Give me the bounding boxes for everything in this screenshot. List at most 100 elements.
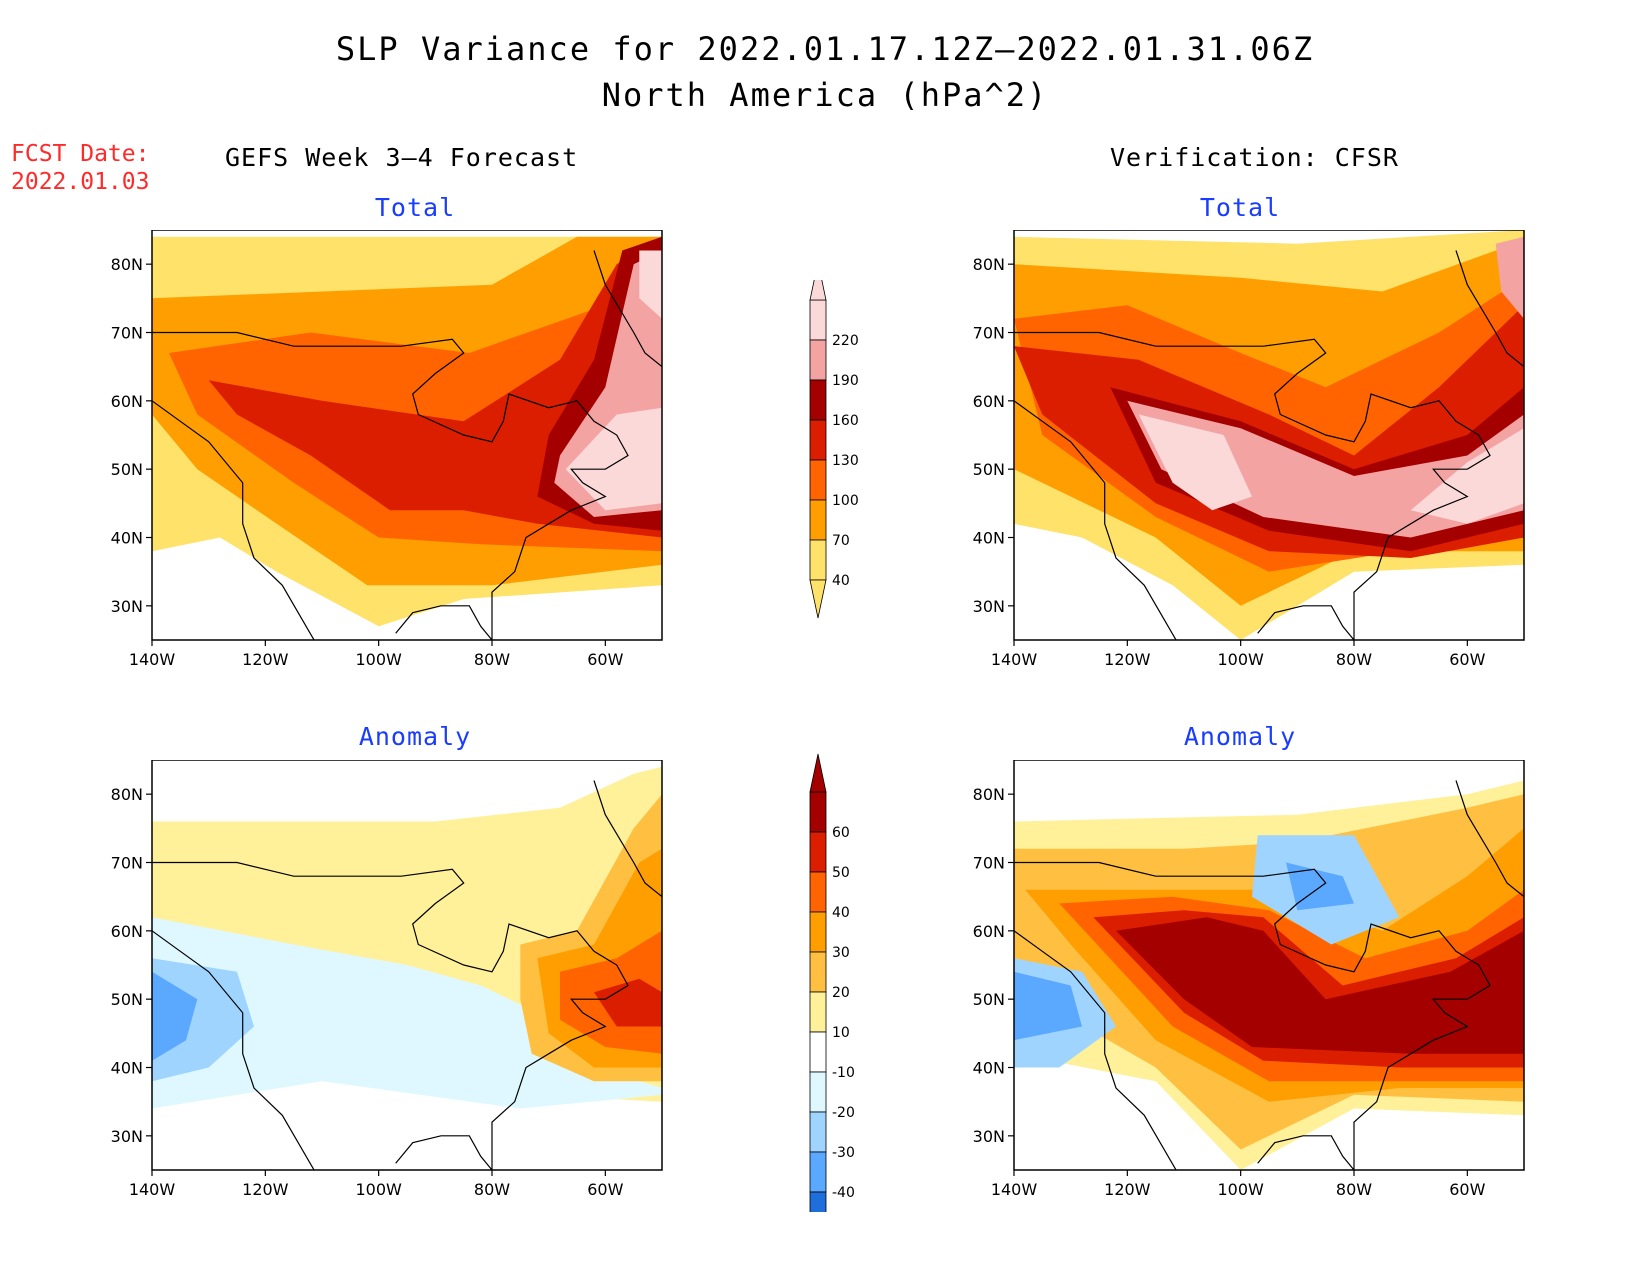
lon-tick-label: 100W (1217, 650, 1264, 669)
lat-tick-label: 70N (973, 324, 1005, 343)
colorbar-swatch (809, 791, 827, 833)
colorbar-anomaly: 60 50 40 30 20 10 -10 -20 -30 -40 (809, 753, 855, 1212)
coastline (593, 780, 662, 898)
contour-band (594, 978, 662, 1027)
lat-tick-label: 40N (973, 1059, 1005, 1078)
colorbar-label: 40 (832, 905, 850, 921)
colorbar-swatch (809, 951, 827, 993)
contour-band (1138, 414, 1252, 511)
lat-tick-label: 30N (973, 1127, 1005, 1146)
colorbar-label: -20 (832, 1105, 855, 1121)
coastline (152, 861, 629, 1170)
colorbar-bottom-arrow (809, 579, 827, 619)
lat-tick-label: 50N (973, 990, 1005, 1009)
lat-tick-label: 50N (111, 460, 143, 479)
panel-subtitle-verification-total: Total (1199, 193, 1281, 222)
coastline (152, 400, 315, 640)
panel-subtitle-forecast-anomaly: Anomaly (358, 722, 472, 751)
map-panel-verification-total: 80N 70N 60N 50N 40N 30N 140W 120W 100W 80W 60W (973, 230, 1525, 669)
plot-frame (1013, 230, 1525, 641)
lon-tick-label: 80W (1336, 1180, 1372, 1199)
colorbar-label: 190 (832, 373, 859, 389)
lat-tick-label: 70N (973, 854, 1005, 873)
lon-tick-label: 140W (991, 650, 1038, 669)
colorbar-swatch (809, 459, 827, 501)
colorbar-swatch (809, 871, 827, 913)
colorbar-label: 10 (832, 1025, 850, 1041)
colorbar-total: 220 190 160 130 100 70 40 (809, 280, 859, 619)
lon-tick-label: 100W (355, 650, 402, 669)
lon-tick-label: 60W (587, 1180, 623, 1199)
lat-tick-label: 40N (973, 529, 1005, 548)
right-column-heading: Verification: CFSR (1110, 143, 1399, 172)
lat-tick-label: 60N (973, 922, 1005, 941)
colorbar-swatch (809, 299, 827, 341)
plot-frame (1013, 760, 1525, 1171)
lat-tick-label: 50N (973, 460, 1005, 479)
colorbar-swatch (809, 991, 827, 1033)
colorbar-swatch (809, 1151, 827, 1193)
chart-title: SLP Variance for 2022.01.17.12Z–2022.01.… (335, 30, 1315, 68)
colorbar-swatch (809, 1111, 827, 1153)
lat-tick-label: 60N (111, 922, 143, 941)
colorbar-swatch (809, 1191, 827, 1212)
colorbar-label: 220 (832, 333, 859, 349)
lat-tick-label: 40N (111, 529, 143, 548)
lat-tick-label: 70N (111, 854, 143, 873)
lat-tick-label: 80N (111, 255, 143, 274)
lon-tick-label: 140W (991, 1180, 1038, 1199)
lon-tick-label: 60W (1449, 650, 1485, 669)
lat-tick-label: 60N (973, 392, 1005, 411)
chart-subtitle: North America (hPa^2) (601, 76, 1049, 114)
colorbar-swatch (809, 1071, 827, 1113)
lon-tick-label: 140W (129, 1180, 176, 1199)
contour-band (639, 250, 662, 319)
left-column-heading: GEFS Week 3–4 Forecast (225, 143, 579, 172)
lon-tick-label: 120W (1104, 1180, 1151, 1199)
colorbar-swatch (809, 1031, 827, 1073)
map-panel-forecast-anomaly: 80N 70N 60N 50N 40N 30N 140W 120W 100W 80W 60W (111, 760, 663, 1199)
field-layer (152, 230, 662, 640)
coastline (1455, 780, 1524, 898)
lon-tick-label: 80W (1336, 650, 1372, 669)
coastline (593, 250, 662, 368)
lon-tick-label: 120W (242, 650, 289, 669)
lon-tick-label: 100W (355, 1180, 402, 1199)
lat-tick-label: 30N (111, 1127, 143, 1146)
colorbar-label: 40 (832, 573, 850, 589)
forecast-date-label: FCST Date: 2022.01.03 (11, 140, 149, 196)
lat-tick-label: 50N (111, 990, 143, 1009)
field-layer (1014, 760, 1524, 1170)
lat-tick-label: 30N (111, 597, 143, 616)
colorbar-swatch (809, 339, 827, 381)
colorbar-label: 130 (832, 453, 859, 469)
colorbar-label: -40 (832, 1185, 855, 1201)
coastline (152, 930, 315, 1170)
colorbar-label: 20 (832, 985, 850, 1001)
colorbar-label: 70 (832, 533, 850, 549)
colorbar-label: 60 (832, 825, 850, 841)
lat-tick-label: 80N (973, 785, 1005, 804)
contour-band (1495, 236, 1524, 319)
colorbar-swatch (809, 379, 827, 421)
contour-band (152, 971, 198, 1061)
lon-tick-label: 120W (242, 1180, 289, 1199)
contour-band (1014, 971, 1082, 1041)
fcst-date-caption: FCST Date: (11, 141, 150, 167)
lat-tick-label: 80N (973, 255, 1005, 274)
field-layer (1014, 230, 1524, 640)
colorbar-label: 100 (832, 493, 859, 509)
colorbar-label: 30 (832, 945, 850, 961)
colorbar-label: -10 (832, 1065, 855, 1081)
lat-tick-label: 70N (111, 324, 143, 343)
contour-band (152, 917, 662, 1109)
map-panel-forecast-total: 80N 70N 60N 50N 40N 30N 140W 120W 100W 80W 60W (111, 230, 663, 669)
panel-subtitle-forecast-total: Total (374, 193, 456, 222)
map-panel-verification-anomaly: 80N 70N 60N 50N 40N 30N 140W 120W 100W 80W 60W (973, 760, 1525, 1199)
plot-frame (151, 230, 663, 641)
contour-band (565, 407, 662, 511)
lon-tick-label: 60W (587, 650, 623, 669)
lon-tick-label: 80W (474, 1180, 510, 1199)
field-layer (152, 760, 662, 1170)
colorbar-label: -30 (832, 1145, 855, 1161)
